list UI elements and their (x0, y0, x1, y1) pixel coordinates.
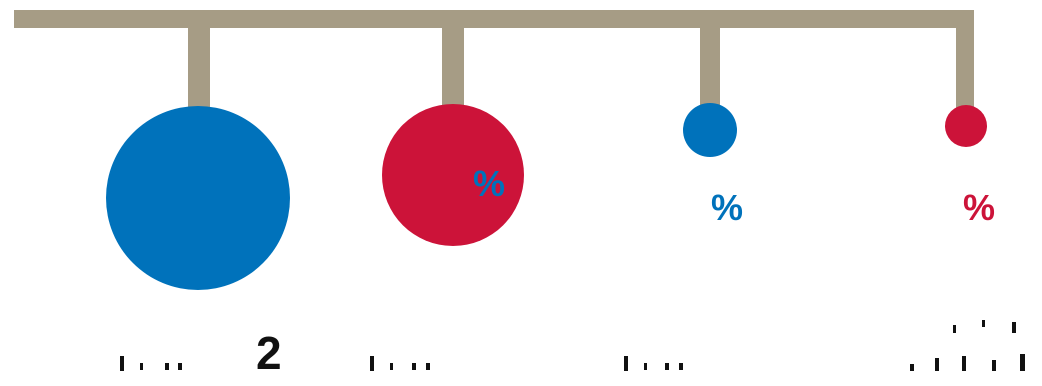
glyph-fragment (992, 360, 996, 371)
glyph-fragment (120, 356, 124, 371)
glyph-fragment (390, 363, 393, 370)
hanger-stem-2 (442, 28, 464, 108)
glyph-fragment (953, 325, 956, 333)
circle-3 (683, 103, 737, 157)
glyph-fragment (1020, 354, 1025, 371)
circle-3-percent-label: % (711, 187, 743, 228)
glyph-fragment (665, 363, 669, 370)
bottom-value-label: 2 (256, 327, 282, 379)
glyph-fragment (140, 363, 143, 370)
glyph-fragment (644, 363, 647, 370)
circle-2 (382, 104, 524, 246)
glyph-fragment (679, 363, 683, 370)
glyph-fragment (426, 363, 430, 370)
hanger-stem-4 (956, 10, 974, 108)
hanger-stem-1 (188, 28, 210, 113)
circle-4 (945, 105, 987, 147)
glyph-fragment (370, 356, 374, 371)
glyph-fragment (178, 363, 182, 370)
glyph-fragment (910, 364, 914, 371)
glyph-fragment (982, 320, 985, 327)
circle-2-percent-label: % (473, 163, 505, 204)
glyph-fragment (1012, 322, 1016, 333)
glyph-fragment (412, 363, 416, 370)
glyph-fragment (165, 363, 169, 370)
bottom-glyph-fragments (120, 320, 1025, 371)
circle-4-percent-label: % (963, 187, 995, 228)
glyph-fragment (935, 358, 939, 371)
glyph-fragment (962, 356, 966, 371)
circle-1 (106, 106, 290, 290)
glyph-fragment (624, 356, 628, 371)
top-bar (14, 10, 974, 28)
hanger-stem-3 (700, 28, 720, 106)
